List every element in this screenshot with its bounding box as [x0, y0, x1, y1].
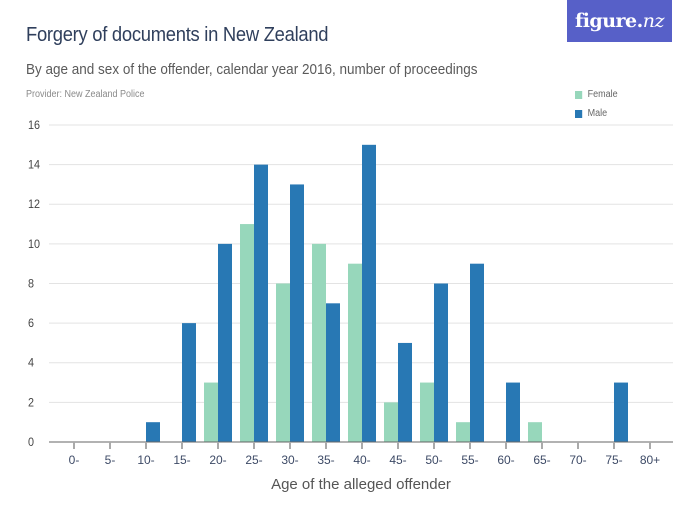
x-axis-title: Age of the alleged offender [271, 476, 451, 493]
data-provider: Provider: New Zealand Police [26, 89, 145, 100]
x-tick-label: 35- [317, 453, 334, 467]
figure-nz-logo[interactable]: figure. nz [567, 0, 672, 42]
x-tick-label: 30- [281, 453, 298, 467]
legend-label-male: Male [587, 108, 608, 119]
y-tick-label: 14 [28, 159, 41, 172]
x-tick-label: 15- [173, 453, 190, 467]
female-bar [456, 422, 470, 442]
x-tick-label: 75- [605, 453, 622, 467]
chart-subtitle: By age and sex of the offender, calendar… [26, 61, 478, 78]
male-bar [254, 164, 268, 442]
y-tick-label: 16 [28, 120, 40, 133]
male-bar [290, 184, 304, 442]
x-tick-label: 25- [245, 453, 262, 467]
y-tick-label: 8 [28, 278, 34, 291]
male-bar [614, 382, 628, 442]
logo-text: figure. [575, 10, 643, 32]
male-bar [362, 144, 376, 442]
y-tick-label: 0 [28, 437, 34, 450]
male-bar [506, 382, 520, 442]
chart-title: Forgery of documents in New Zealand [26, 24, 329, 46]
x-tick-label: 5- [105, 453, 116, 467]
female-bar [276, 283, 290, 442]
legend-item-female: Female [575, 85, 618, 104]
x-tick-label: 80+ [640, 453, 660, 467]
female-bar [384, 402, 398, 442]
male-bar [326, 303, 340, 442]
x-tick-label: 10- [137, 453, 154, 467]
x-tick-label: 55- [461, 453, 478, 467]
female-bar [240, 224, 254, 442]
x-tick-label: 40- [353, 453, 370, 467]
y-tick-label: 6 [28, 318, 34, 331]
male-bar [146, 422, 160, 442]
x-tick-label: 45- [389, 453, 406, 467]
x-tick-label: 65- [533, 453, 550, 467]
female-bar [420, 382, 434, 442]
female-bar [204, 382, 218, 442]
logo-accent: nz [642, 10, 665, 32]
female-swatch-icon [575, 90, 583, 99]
male-bar [434, 283, 448, 442]
x-tick-label: 20- [209, 453, 226, 467]
legend-item-male: Male [575, 104, 618, 123]
legend-label-female: Female [587, 89, 618, 100]
y-tick-label: 12 [28, 199, 40, 212]
female-bar [348, 263, 362, 442]
male-bar [182, 323, 196, 442]
chart-legend: Female Male [575, 85, 622, 123]
male-swatch-icon [575, 109, 583, 118]
male-bar [398, 342, 412, 442]
x-tick-label: 0- [69, 453, 80, 467]
male-bar [218, 243, 232, 442]
female-bar [312, 243, 326, 442]
y-tick-label: 4 [28, 357, 35, 370]
female-bar [528, 422, 542, 442]
x-tick-label: 50- [425, 453, 442, 467]
male-bar [470, 263, 484, 442]
y-tick-label: 10 [28, 238, 40, 251]
x-tick-label: 60- [497, 453, 514, 467]
y-tick-label: 2 [28, 397, 34, 410]
x-tick-label: 70- [569, 453, 586, 467]
